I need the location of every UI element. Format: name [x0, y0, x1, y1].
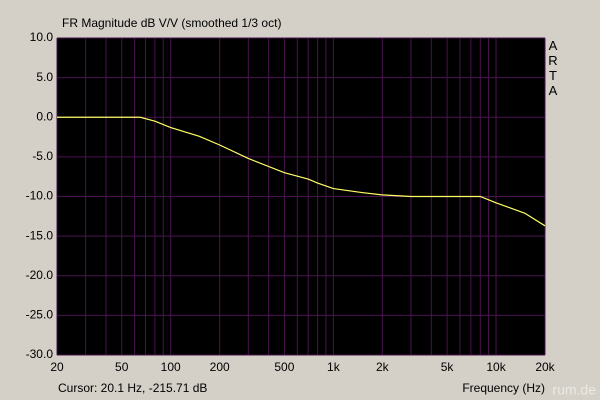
x-axis-label: Frequency (Hz): [462, 381, 545, 395]
y-tick-label: -10.0: [26, 189, 54, 203]
y-tick-label: 0.0: [36, 109, 53, 123]
y-tick-label: -15.0: [26, 228, 54, 242]
x-tick-label: 20k: [535, 360, 555, 374]
x-tick-label: 1k: [327, 360, 341, 374]
y-tick-label: -30.0: [26, 347, 54, 361]
x-tick-label: 50: [115, 360, 129, 374]
y-tick-label: -5.0: [32, 149, 53, 163]
cursor-readout: Cursor: 20.1 Hz, -215.71 dB: [58, 381, 207, 395]
response-curve: [57, 116, 546, 227]
x-tick-label: 200: [210, 360, 230, 374]
x-tick-label: 500: [274, 360, 294, 374]
watermark: rum.de: [552, 382, 596, 398]
y-tick-label: 5.0: [36, 70, 53, 84]
x-tick-label: 2k: [376, 360, 390, 374]
y-tick-label: 10.0: [30, 30, 54, 44]
side-label: ARTA: [548, 38, 558, 98]
x-tick-label: 5k: [441, 360, 455, 374]
chart-title: FR Magnitude dB V/V (smoothed 1/3 oct): [62, 16, 281, 30]
x-tick-label: 100: [161, 360, 181, 374]
y-tick-label: -25.0: [26, 308, 54, 322]
x-tick-label: 10k: [486, 360, 506, 374]
x-tick-label: 20: [50, 360, 64, 374]
y-tick-label: -20.0: [26, 268, 54, 282]
